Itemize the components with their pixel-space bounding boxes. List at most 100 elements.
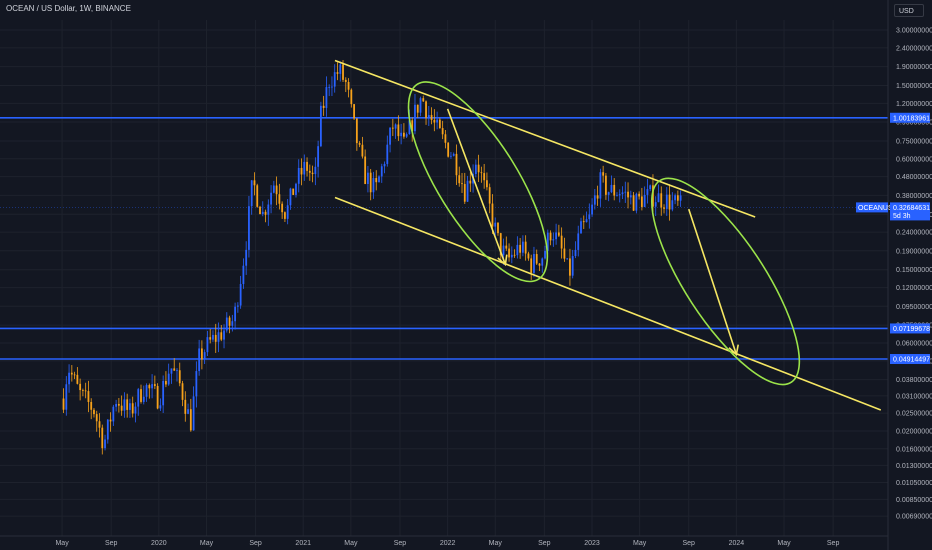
x-tick-label: May xyxy=(777,540,791,547)
candle-body xyxy=(87,391,90,402)
time-axis[interactable]: May Sep 2020 May Sep 2021 May Sep 2022 May Sep 2023… xyxy=(0,535,888,547)
candle-body xyxy=(546,232,549,251)
candle-body xyxy=(101,427,104,449)
symbol-label: OCEANUSD xyxy=(858,205,898,212)
price-axis[interactable]: 3.00000000 2.40000000 1.90000000 1.50000000… xyxy=(856,0,932,550)
candle-body xyxy=(367,172,369,184)
candle-body xyxy=(90,401,93,410)
candle-body xyxy=(544,250,546,259)
y-tick-label: 0.06000000 xyxy=(896,341,932,348)
candle-body xyxy=(231,321,234,326)
candle-body xyxy=(613,184,616,196)
candle-body xyxy=(671,200,674,210)
candle-body xyxy=(676,195,679,201)
candle-body xyxy=(165,380,167,385)
trend-line[interactable] xyxy=(334,196,882,411)
candle-body xyxy=(284,212,286,219)
candle-body xyxy=(267,204,270,215)
candle-body xyxy=(646,189,649,195)
y-tick-label: 0.03800000 xyxy=(896,377,932,384)
candle-body xyxy=(286,205,289,219)
y-tick-label: 0.75000000 xyxy=(896,138,932,145)
candle-body xyxy=(131,403,134,414)
arrow-line[interactable] xyxy=(687,208,738,355)
candle-body xyxy=(253,180,256,186)
candle-body xyxy=(311,172,314,175)
candle-body xyxy=(198,348,201,372)
candle-body xyxy=(380,166,383,177)
candle-body xyxy=(95,414,98,422)
candle-body xyxy=(68,372,70,385)
y-tick-label: 0.60000000 xyxy=(896,156,932,163)
x-tick-label: 2023 xyxy=(584,540,600,547)
ellipse-highlight[interactable] xyxy=(626,159,824,404)
candle-body xyxy=(566,258,569,260)
candle-body xyxy=(223,330,225,340)
candle-body xyxy=(527,253,530,259)
candle-body xyxy=(605,175,607,195)
y-tick-label: 1.50000000 xyxy=(896,83,932,90)
arrow-head xyxy=(497,254,508,267)
horizontal-levels[interactable] xyxy=(0,116,888,360)
current-price-label: 0.32684631 xyxy=(893,205,930,212)
level-price-label: 1.00183961 xyxy=(893,115,930,122)
x-tick-label: Sep xyxy=(105,540,118,547)
candle-body xyxy=(187,409,189,414)
arrow-line[interactable] xyxy=(446,108,507,265)
candle-body xyxy=(397,124,400,137)
candle-body xyxy=(104,439,106,449)
candle-body xyxy=(632,195,635,211)
candle-body xyxy=(225,317,228,331)
candle-body xyxy=(220,332,223,340)
symbol-title: OCEAN / US Dollar, 1W, BINANCE xyxy=(6,4,131,13)
candle-body xyxy=(195,371,198,397)
candle-body xyxy=(142,396,145,402)
candle-body xyxy=(261,211,264,215)
y-tick-label: 0.02500000 xyxy=(896,411,932,418)
candle-body xyxy=(120,405,123,411)
symbol-tag xyxy=(856,202,888,213)
candle-body xyxy=(206,337,209,353)
candle-body xyxy=(148,385,151,389)
candle-body xyxy=(416,104,419,113)
candle-body xyxy=(281,203,284,213)
candles xyxy=(62,59,682,455)
trend-line[interactable] xyxy=(334,59,756,218)
candle-body xyxy=(591,204,593,215)
candle-body xyxy=(372,178,375,193)
candle-body xyxy=(65,384,68,410)
candle-body xyxy=(151,384,153,389)
y-tick-label: 0.12000000 xyxy=(896,285,932,292)
candle-body xyxy=(505,245,508,249)
candle-body xyxy=(145,385,148,397)
candle-body xyxy=(264,211,267,215)
x-tick-label: May xyxy=(489,540,503,547)
candle-body xyxy=(419,98,422,113)
y-tick-label: 0.95000000 xyxy=(896,120,932,127)
candle-body xyxy=(70,372,73,375)
candle-body xyxy=(112,406,115,422)
candle-body xyxy=(571,256,574,276)
candle-body xyxy=(538,263,541,266)
x-tick-label: May xyxy=(200,540,214,547)
x-tick-label: Sep xyxy=(394,540,407,547)
currency-button[interactable]: USD xyxy=(894,4,924,17)
candle-body xyxy=(209,337,212,340)
candle-body xyxy=(361,144,364,157)
candle-body xyxy=(513,254,516,256)
drawings[interactable] xyxy=(334,59,882,411)
x-tick-label: 2024 xyxy=(729,540,745,547)
candle-body xyxy=(599,172,602,199)
candle-body xyxy=(403,132,405,137)
candle-body xyxy=(319,105,322,147)
candle-body xyxy=(477,164,480,173)
candle-body xyxy=(123,399,126,411)
x-tick-label: Sep xyxy=(249,540,262,547)
ellipse-highlight[interactable] xyxy=(383,63,572,300)
candle-body xyxy=(643,194,646,207)
candle-body xyxy=(441,128,444,135)
y-tick-label: 0.00850000 xyxy=(896,497,932,504)
candle-body xyxy=(463,184,466,202)
y-tick-label: 0.00690000 xyxy=(896,514,932,521)
